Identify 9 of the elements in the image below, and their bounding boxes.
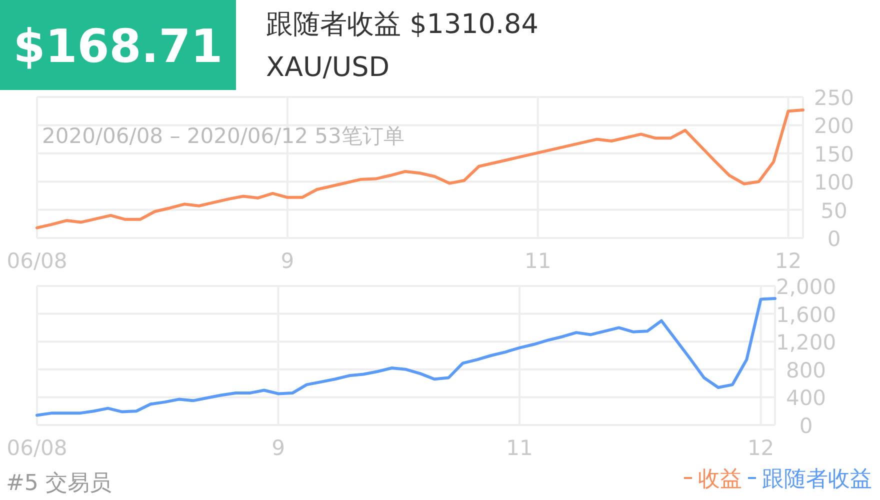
annotation: 2020/06/08 – 2020/06/12 53笔订单: [42, 124, 404, 148]
text: #5 交易员: [6, 471, 112, 496]
text: 跟随者收益 $1310.84: [266, 9, 538, 40]
text: $168.71: [13, 19, 223, 73]
legend-label: 收益: [698, 467, 742, 492]
line-series: [36, 108, 804, 230]
legend-label: 跟随者收益: [762, 467, 872, 492]
line-series: [36, 297, 776, 417]
text: XAU/USD: [266, 52, 390, 83]
